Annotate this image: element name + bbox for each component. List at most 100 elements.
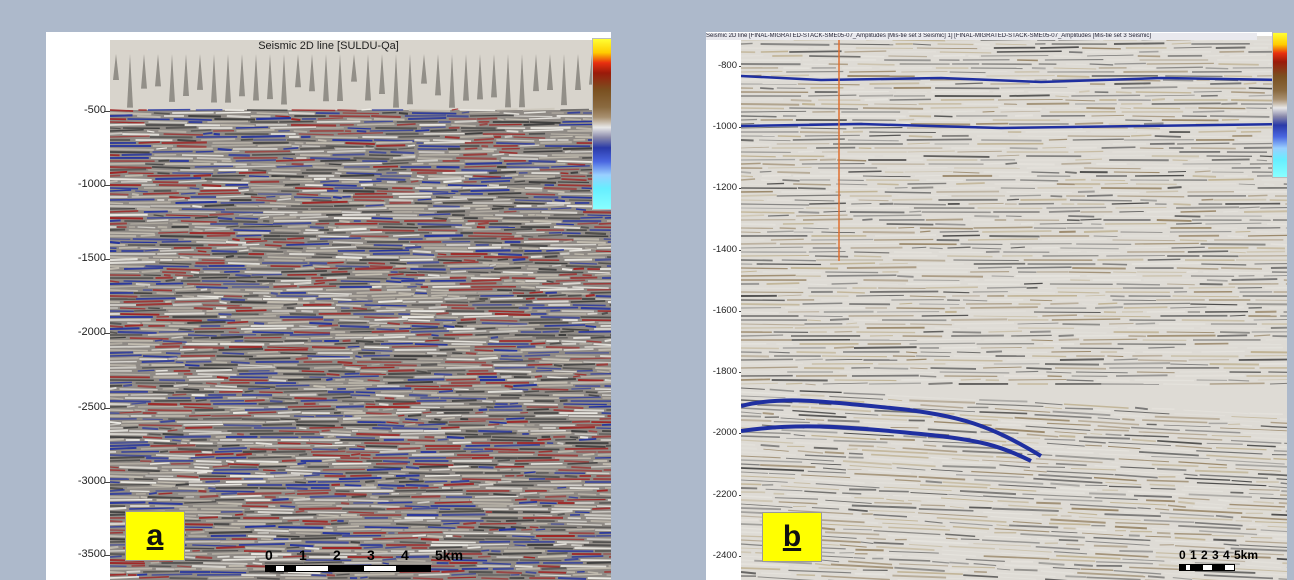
reflection-fragment <box>381 352 426 355</box>
reflection-fragment <box>564 474 578 478</box>
reflection-fragment <box>593 477 611 481</box>
reflection-fragment <box>235 165 276 168</box>
reflection-fragment <box>410 180 419 183</box>
reflection-fragment <box>339 324 370 329</box>
axis-tick <box>104 185 110 186</box>
reflection-fragment <box>741 395 786 399</box>
reflection-fragment <box>135 297 176 300</box>
reflection-fragment <box>370 495 378 499</box>
reflection-fragment <box>164 312 205 316</box>
reflection-fragment <box>1215 514 1234 519</box>
reflection-fragment <box>585 231 607 236</box>
reflection-fragment <box>1176 267 1219 270</box>
reflection-fragment <box>934 327 961 330</box>
reflection-fragment <box>794 326 860 329</box>
reflection-fragment <box>159 249 194 252</box>
reflection-fragment <box>1240 516 1287 521</box>
reflection-fragment <box>528 351 560 354</box>
reflection-fragment <box>130 222 169 225</box>
reflection-fragment <box>577 493 597 496</box>
reflection-fragment <box>439 450 466 453</box>
reflection-fragment <box>1113 569 1162 575</box>
reflection-fragment <box>437 517 481 520</box>
reflection-fragment <box>542 538 585 541</box>
reflection-fragment <box>418 145 460 148</box>
reflection-fragment <box>996 524 1010 527</box>
noise-spike <box>127 54 133 108</box>
reflection-fragment <box>1156 66 1203 69</box>
reflection-fragment <box>1048 138 1068 141</box>
reflection-fragment <box>110 187 139 190</box>
reflection-fragment <box>502 271 534 274</box>
reflection-fragment <box>290 472 312 475</box>
noise-spike <box>351 54 357 82</box>
reflection-fragment <box>1054 431 1087 435</box>
reflection-fragment <box>148 402 178 406</box>
reflection-fragment <box>346 387 365 390</box>
reflection-fragment <box>1113 171 1160 174</box>
reflection-fragment <box>497 459 510 462</box>
reflection-fragment <box>180 220 217 223</box>
reflection-fragment <box>980 439 1007 443</box>
reflection-fragment <box>568 418 600 421</box>
reflection-fragment <box>1020 533 1085 539</box>
reflection-fragment <box>388 340 425 343</box>
reflection-fragment <box>494 266 522 270</box>
reflection-fragment <box>175 483 189 486</box>
reflection-fragment <box>596 489 608 492</box>
reflection-fragment <box>213 468 259 471</box>
reflection-fragment <box>156 147 167 150</box>
reflection-fragment <box>225 255 234 259</box>
reflection-fragment <box>604 570 611 573</box>
reflection-fragment <box>326 276 347 279</box>
reflection-fragment <box>110 462 150 465</box>
reflection-fragment <box>497 258 509 261</box>
reflection-fragment <box>273 216 297 219</box>
reflection-fragment <box>110 349 148 352</box>
reflection-fragment <box>318 392 351 397</box>
reflection-fragment <box>529 526 539 529</box>
reflection-fragment <box>513 289 536 292</box>
reflection-fragment <box>1138 431 1208 436</box>
reflection-fragment <box>412 534 426 537</box>
reflection-fragment <box>165 278 176 282</box>
reflection-fragment <box>304 547 320 550</box>
reflection-fragment <box>1105 433 1122 437</box>
reflection-fragment <box>471 450 494 453</box>
reflection-fragment <box>1146 479 1189 483</box>
reflection-fragment <box>918 512 988 518</box>
reflection-fragment <box>1206 442 1243 445</box>
reflection-fragment <box>901 71 948 73</box>
reflection-fragment <box>599 493 611 496</box>
reflection-fragment <box>805 418 825 422</box>
reflection-fragment <box>448 150 494 154</box>
reflection-fragment <box>295 481 306 484</box>
reflection-fragment <box>371 114 401 119</box>
reflection-fragment <box>799 115 836 118</box>
reflection-fragment <box>278 430 320 433</box>
reflection-fragment <box>1249 412 1283 415</box>
reflection-fragment <box>322 531 350 535</box>
reflection-fragment <box>276 165 313 168</box>
reflection-fragment <box>195 150 214 153</box>
reflection-fragment <box>474 349 494 352</box>
reflection-fragment <box>862 218 873 221</box>
reflection-fragment <box>311 450 346 453</box>
reflection-fragment <box>741 42 753 45</box>
reflection-fragment <box>780 417 805 421</box>
reflection-fragment <box>535 286 568 289</box>
reflection-fragment <box>441 426 460 429</box>
reflection-fragment <box>1131 262 1202 265</box>
reflection-fragment <box>555 355 596 358</box>
reflection-fragment <box>1211 534 1245 537</box>
reflection-fragment <box>427 526 456 529</box>
reflection-fragment <box>149 462 170 465</box>
reflection-fragment <box>1051 351 1092 353</box>
reflection-fragment <box>560 172 569 175</box>
reflection-fragment <box>563 348 594 351</box>
reflection-fragment <box>197 373 237 376</box>
reflection-fragment <box>110 545 119 550</box>
reflection-fragment <box>982 539 1040 544</box>
reflection-fragment <box>195 399 207 402</box>
reflection-fragment <box>1178 500 1195 505</box>
